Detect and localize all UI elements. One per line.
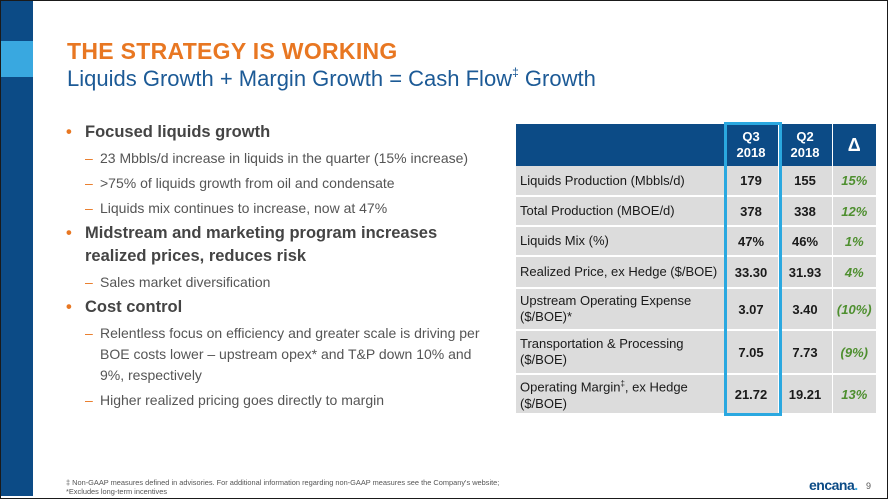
subtitle-mark: ‡ [512,64,519,79]
table-header-row: Q3 2018 Q2 2018 Δ [516,124,876,166]
header-metric [516,124,725,166]
footnote-line: ‡ Non-GAAP measures defined in advisorie… [66,478,500,487]
sub-bullet-text: >75% of liquids growth from oil and cond… [100,175,395,191]
subtitle-end: Growth [524,66,596,91]
logo-dot-icon: . [854,477,858,493]
sub-bullet-text: Higher realized pricing goes directly to… [100,392,385,408]
slide-subtitle: Liquids Growth + Margin Growth = Cash Fl… [67,64,596,92]
table-row: Upstream Operating Expense ($/BOE)* 3.07… [516,288,876,331]
q2-value: 3.40 [778,288,833,331]
bullet-item: • Midstream and marketing program increas… [66,222,496,268]
bullet-text: Midstream and marketing program increase… [85,224,438,265]
logo-text: encana [809,477,855,493]
row-label: Realized Price, ex Hedge ($/BOE) [516,256,725,289]
dash-icon: – [85,325,93,341]
q3-value: 3.07 [724,288,779,331]
dash-icon: – [85,175,93,191]
bullet-text: Cost control [85,298,183,316]
delta-value: 12% [832,196,876,227]
delta-value: (9%) [832,330,876,375]
bullet-dot-icon: • [66,224,72,242]
bullet-item: • Cost control [66,296,496,319]
dash-icon: – [85,274,93,290]
sub-bullet-item: – Higher realized pricing goes directly t… [66,390,496,411]
delta-value: 13% [832,374,876,415]
header-q2-year: 2018 [790,145,820,160]
sub-bullet-item: – Relentless focus on efficiency and grea… [66,323,496,386]
bullet-dot-icon: • [66,298,72,316]
dash-icon: – [85,392,93,408]
table-row: Liquids Mix (%) 47% 46% 1% [516,226,876,257]
side-bar-top [1,1,33,41]
sub-bullet-text: Relentless focus on efficiency and great… [100,325,480,383]
row-label-end: , ex Hedge ($/BOE) [520,379,688,411]
metrics-table-box: Q3 2018 Q2 2018 Δ Liquids Production (Mbbl… [516,124,876,417]
sub-bullet-text: Liquids mix continues to increase, now a… [100,200,388,216]
table-row: Liquids Production (Mbbls/d) 179 155 15% [516,166,876,197]
delta-value: 15% [832,166,876,197]
q3-value: 7.05 [724,330,779,375]
row-label-mark: ‡ [620,379,625,389]
q2-value: 7.73 [778,330,833,375]
table-row: Operating Margin‡, ex Hedge ($/BOE) 21.7… [516,374,876,415]
row-label: Upstream Operating Expense ($/BOE)* [516,288,725,331]
page-number: 9 [866,481,872,491]
header-q3: Q3 2018 [724,124,779,166]
row-label: Transportation & Processing ($/BOE) [516,330,725,375]
q2-value: 155 [778,166,833,197]
q2-value: 46% [778,226,833,257]
header-q3-year: 2018 [736,145,766,160]
table-row: Realized Price, ex Hedge ($/BOE) 33.30 3… [516,256,876,289]
sub-bullet-text: 23 Mbbls/d increase in liquids in the qu… [100,150,469,166]
q2-value: 19.21 [778,374,833,415]
delta-value: 1% [832,226,876,257]
dash-icon: – [85,200,93,216]
q3-highlight-box [724,122,782,416]
header-q2-label: Q2 [796,129,814,144]
table-row: Transportation & Processing ($/BOE) 7.05… [516,330,876,375]
dash-icon: – [85,150,93,166]
q3-value: 47% [724,226,779,257]
subtitle-main: Liquids Growth + Margin Growth = Cash Fl… [67,66,513,91]
bullet-item: • Focused liquids growth [66,121,496,144]
q3-value: 378 [724,196,779,227]
header-q3-label: Q3 [742,129,760,144]
footnote: ‡ Non-GAAP measures defined in advisorie… [66,478,499,496]
row-label: Liquids Mix (%) [516,226,725,257]
header-delta: Δ [832,124,876,166]
slide-title: THE STRATEGY IS WORKING [67,38,398,64]
header-q2: Q2 2018 [778,124,833,166]
sub-bullet-item: – Sales market diversification [66,272,496,293]
row-label: Total Production (MBOE/d) [516,196,725,227]
bullet-list: • Focused liquids growth –23 Mbbls/d incr… [66,118,496,413]
sub-bullet-item: – >75% of liquids growth from oil and con… [66,173,496,194]
metrics-table: Q3 2018 Q2 2018 Δ Liquids Production (Mbbl… [516,124,876,415]
side-bar-bottom [1,77,33,496]
q3-value: 179 [724,166,779,197]
delta-value: 4% [832,256,876,289]
bullet-dot-icon: • [66,123,72,141]
footnote-line: *Excludes long-term incentives [66,487,168,496]
row-label-main: Operating Margin [520,379,621,395]
bullet-text: Focused liquids growth [85,123,271,141]
q3-value: 33.30 [724,256,779,289]
table-row: Total Production (MBOE/d) 378 338 12% [516,196,876,227]
q2-value: 338 [778,196,833,227]
sub-bullet-text: Sales market diversification [100,274,271,290]
delta-value: (10%) [832,288,876,331]
q2-value: 31.93 [778,256,833,289]
sub-bullet-item: – Liquids mix continues to increase, now … [66,198,496,219]
row-label: Liquids Production (Mbbls/d) [516,166,725,197]
row-label: Operating Margin‡, ex Hedge ($/BOE) [516,374,725,415]
side-bar-accent [1,41,33,77]
company-logo: encana. [809,477,858,493]
sub-bullet-item: –23 Mbbls/d increase in liquids in the q… [66,148,496,169]
